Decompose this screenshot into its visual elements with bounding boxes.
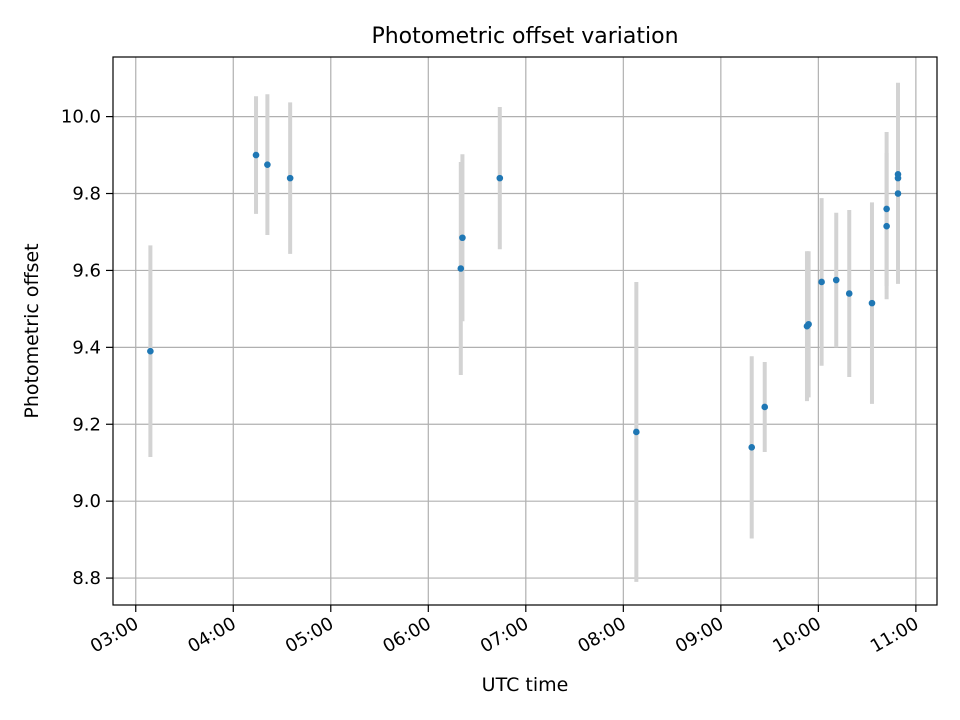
data-point <box>894 174 902 182</box>
data-point <box>832 276 840 284</box>
data-point <box>459 234 466 242</box>
data-point <box>496 174 504 182</box>
data-point <box>894 190 902 197</box>
y-axis-label: Photometric offset <box>21 243 43 418</box>
plot-frame <box>112 56 938 606</box>
data-point <box>818 278 825 286</box>
grid-lines <box>113 57 937 605</box>
data-point <box>845 290 853 297</box>
chart-title: Photometric offset variation <box>371 24 678 49</box>
y-tick-label: 9.4 <box>72 337 101 358</box>
data-point <box>264 161 271 168</box>
y-tick-label: 8.8 <box>72 568 101 589</box>
data-point <box>883 222 890 230</box>
y-axis-ticks: 8.8 9.0 9.2 9.4 9.6 9.8 10.0 <box>61 107 113 589</box>
y-tick-label: 10.0 <box>61 107 101 128</box>
data-point <box>252 151 260 159</box>
data-point <box>868 299 876 307</box>
data-point <box>633 428 640 436</box>
data-point <box>286 174 294 182</box>
data-point <box>883 205 890 213</box>
data-point <box>748 444 756 451</box>
x-axis-label: UTC time <box>482 674 569 696</box>
data-point <box>805 320 812 328</box>
y-tick-label: 9.2 <box>72 414 101 435</box>
data-point <box>147 347 154 355</box>
data-point <box>761 403 769 411</box>
y-tick-label: 9.8 <box>72 184 101 205</box>
data-point <box>457 265 465 272</box>
y-tick-label: 9.0 <box>72 491 101 512</box>
data-points <box>147 151 902 451</box>
y-tick-label: 9.6 <box>72 260 101 281</box>
